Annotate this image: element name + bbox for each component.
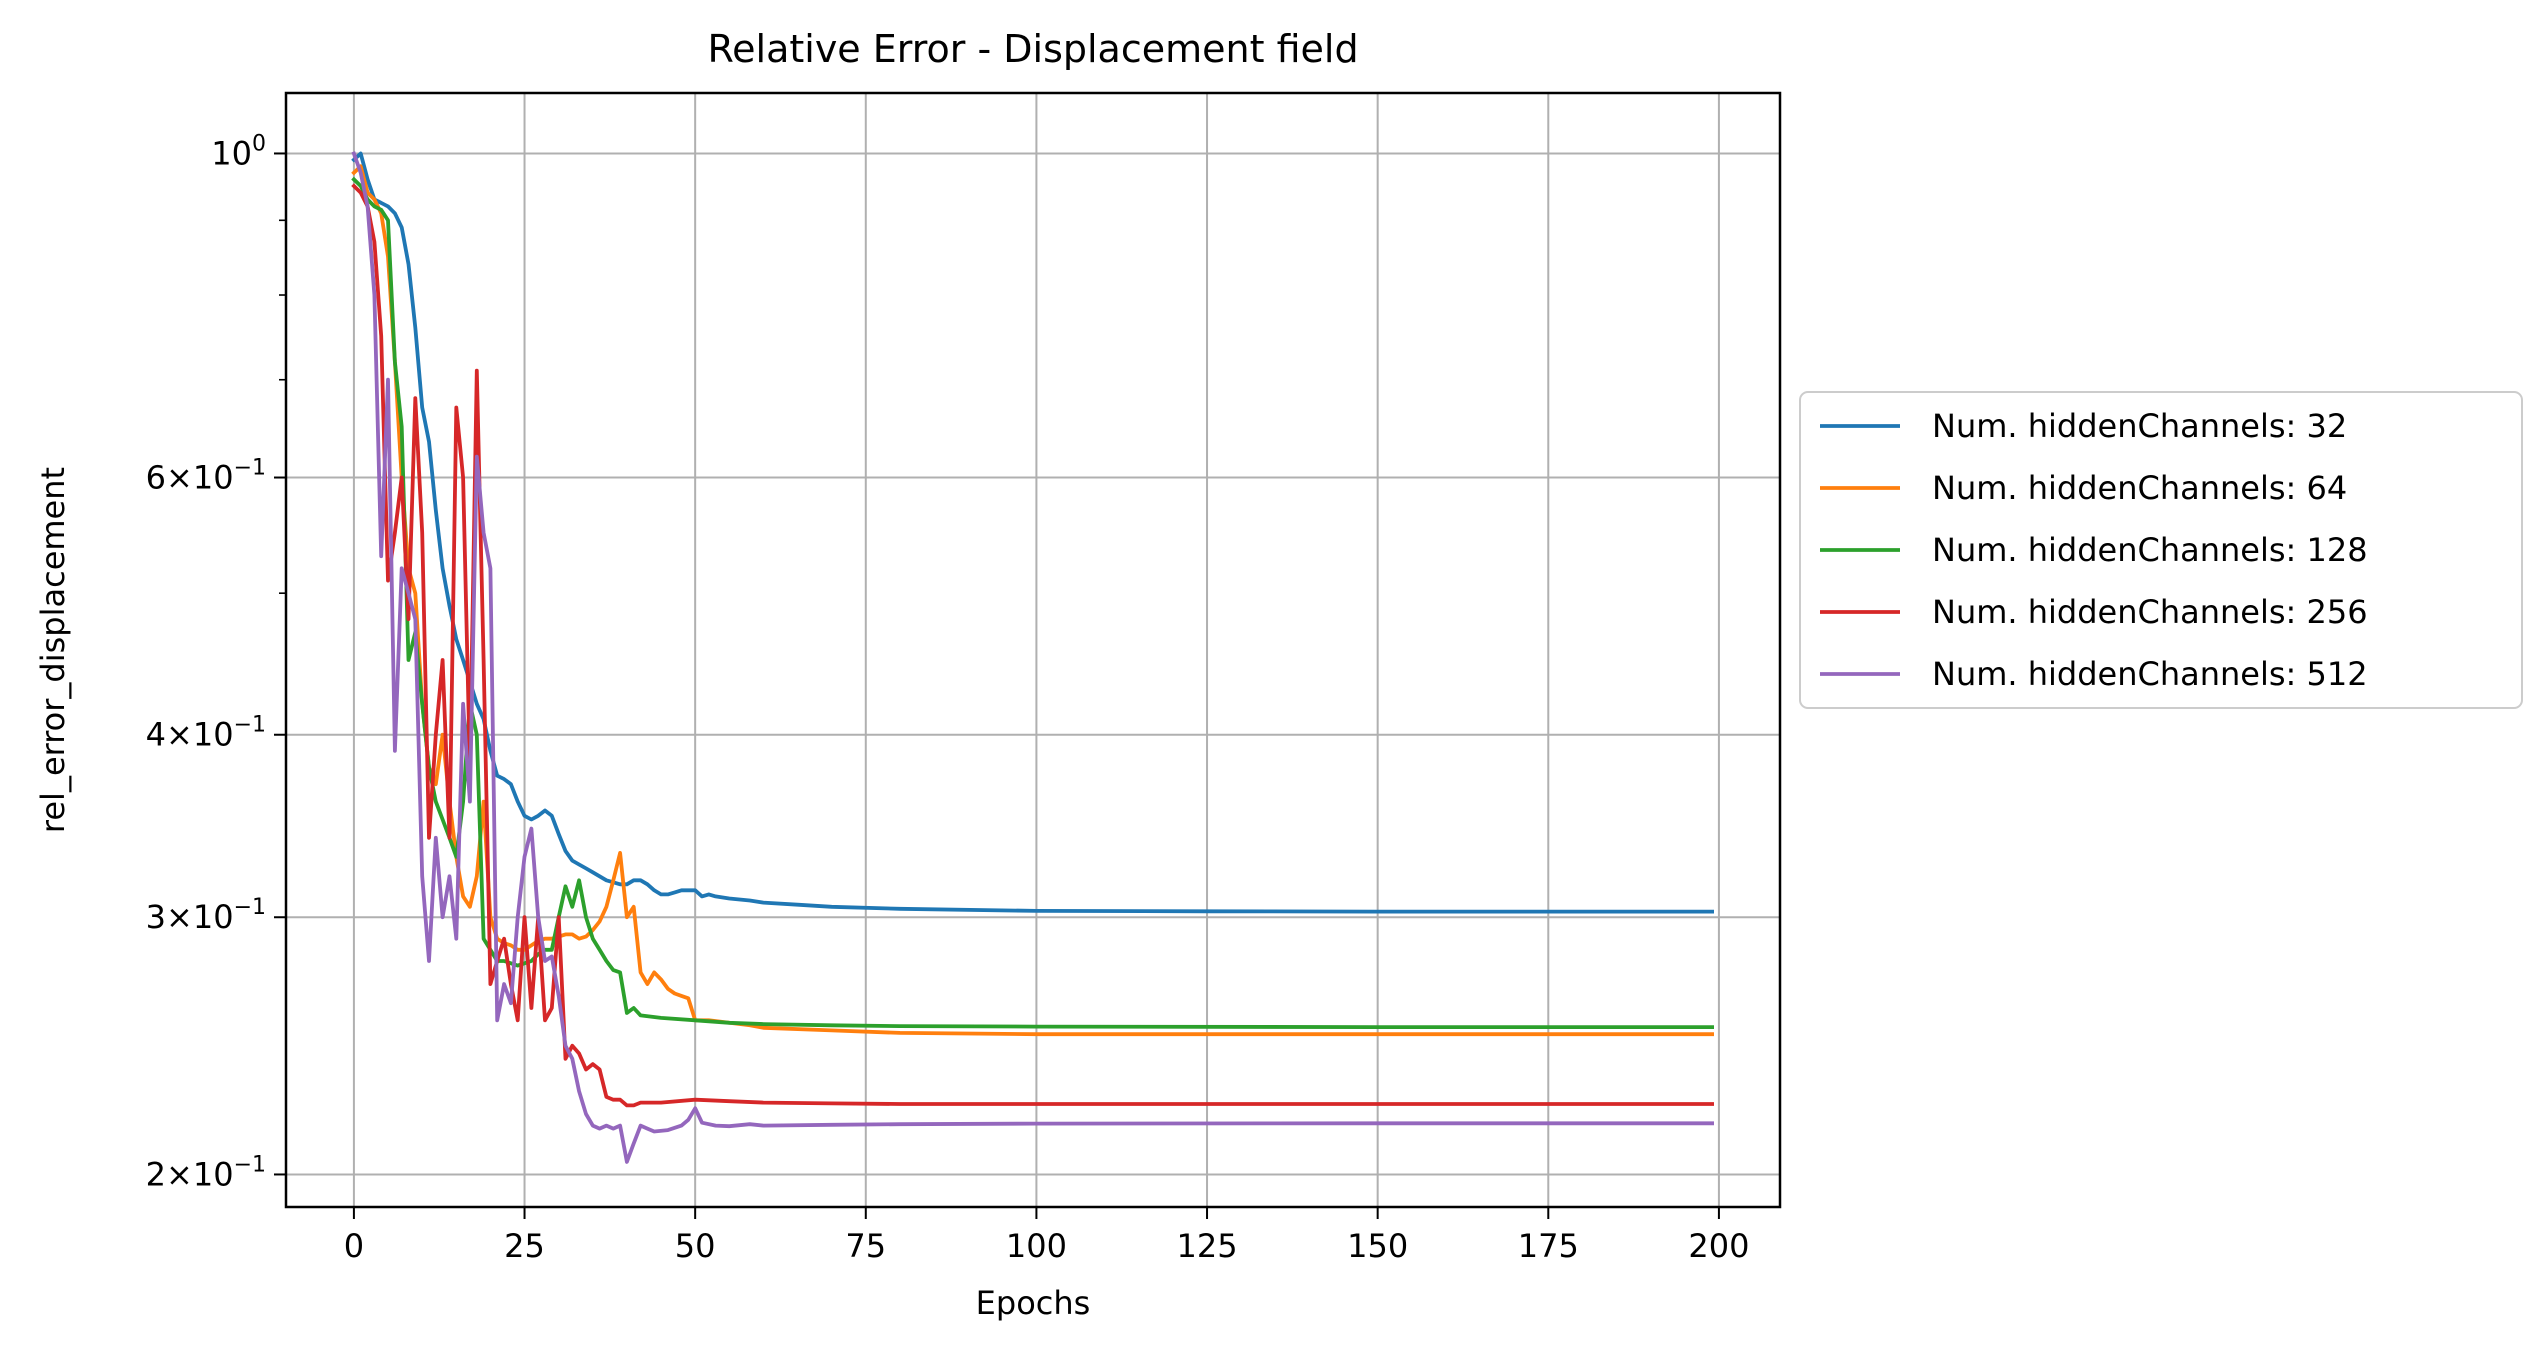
y-tick-exponent: −1: [234, 1152, 266, 1177]
legend-label: Num. hiddenChannels: 32: [1932, 407, 2347, 445]
y-axis-label: rel_error_displacement: [34, 467, 72, 833]
legend: Num. hiddenChannels: 32 Num. hiddenChanne…: [1799, 391, 2523, 709]
x-axis: 0 25 50 75 100 125 150 175 200: [344, 1207, 1749, 1265]
x-tick-label: 125: [1176, 1227, 1237, 1265]
legend-label: Num. hiddenChannels: 128: [1932, 531, 2368, 569]
series-lines: [351, 151, 1714, 1164]
x-tick-label: 50: [675, 1227, 716, 1265]
legend-label: Num. hiddenChannels: 512: [1932, 655, 2368, 693]
plot-area-frame: [284, 91, 1782, 1209]
y-tick-label: 100: [211, 131, 266, 172]
y-tick-label: 6×10−1: [146, 456, 266, 497]
y-tick-base: 6×10: [146, 459, 234, 497]
x-tick-label: 75: [845, 1227, 886, 1265]
y-tick-label: 4×10−1: [146, 713, 266, 754]
grid-lines: [286, 93, 1780, 1207]
x-axis-label: Epochs: [976, 1284, 1091, 1322]
y-tick-exponent: 0: [252, 131, 266, 156]
y-tick-base: 3×10: [146, 898, 234, 936]
x-tick-label: 200: [1688, 1227, 1749, 1265]
y-tick-base: 4×10: [146, 716, 234, 754]
x-tick-label: 25: [504, 1227, 545, 1265]
series-line: [351, 183, 1714, 1108]
y-tick-label: 3×10−1: [146, 895, 266, 936]
legend-label: Num. hiddenChannels: 64: [1932, 469, 2347, 507]
series-line: [351, 151, 1714, 1164]
y-tick-base: 2×10: [146, 1155, 234, 1193]
x-tick-label: 100: [1006, 1227, 1067, 1265]
x-tick-label: 0: [344, 1227, 364, 1265]
y-tick-exponent: −1: [234, 456, 266, 481]
y-tick-exponent: −1: [234, 713, 266, 738]
legend-frame: [1799, 391, 2523, 709]
y-tick-base: 10: [211, 134, 252, 172]
x-tick-label: 175: [1518, 1227, 1579, 1265]
chart-title: Relative Error - Displacement field: [707, 27, 1358, 71]
x-tick-label: 150: [1347, 1227, 1408, 1265]
series-line: [351, 151, 1714, 914]
y-tick-label: 2×10−1: [146, 1152, 266, 1193]
legend-label: Num. hiddenChannels: 256: [1932, 593, 2368, 631]
y-tick-exponent: −1: [234, 895, 266, 920]
